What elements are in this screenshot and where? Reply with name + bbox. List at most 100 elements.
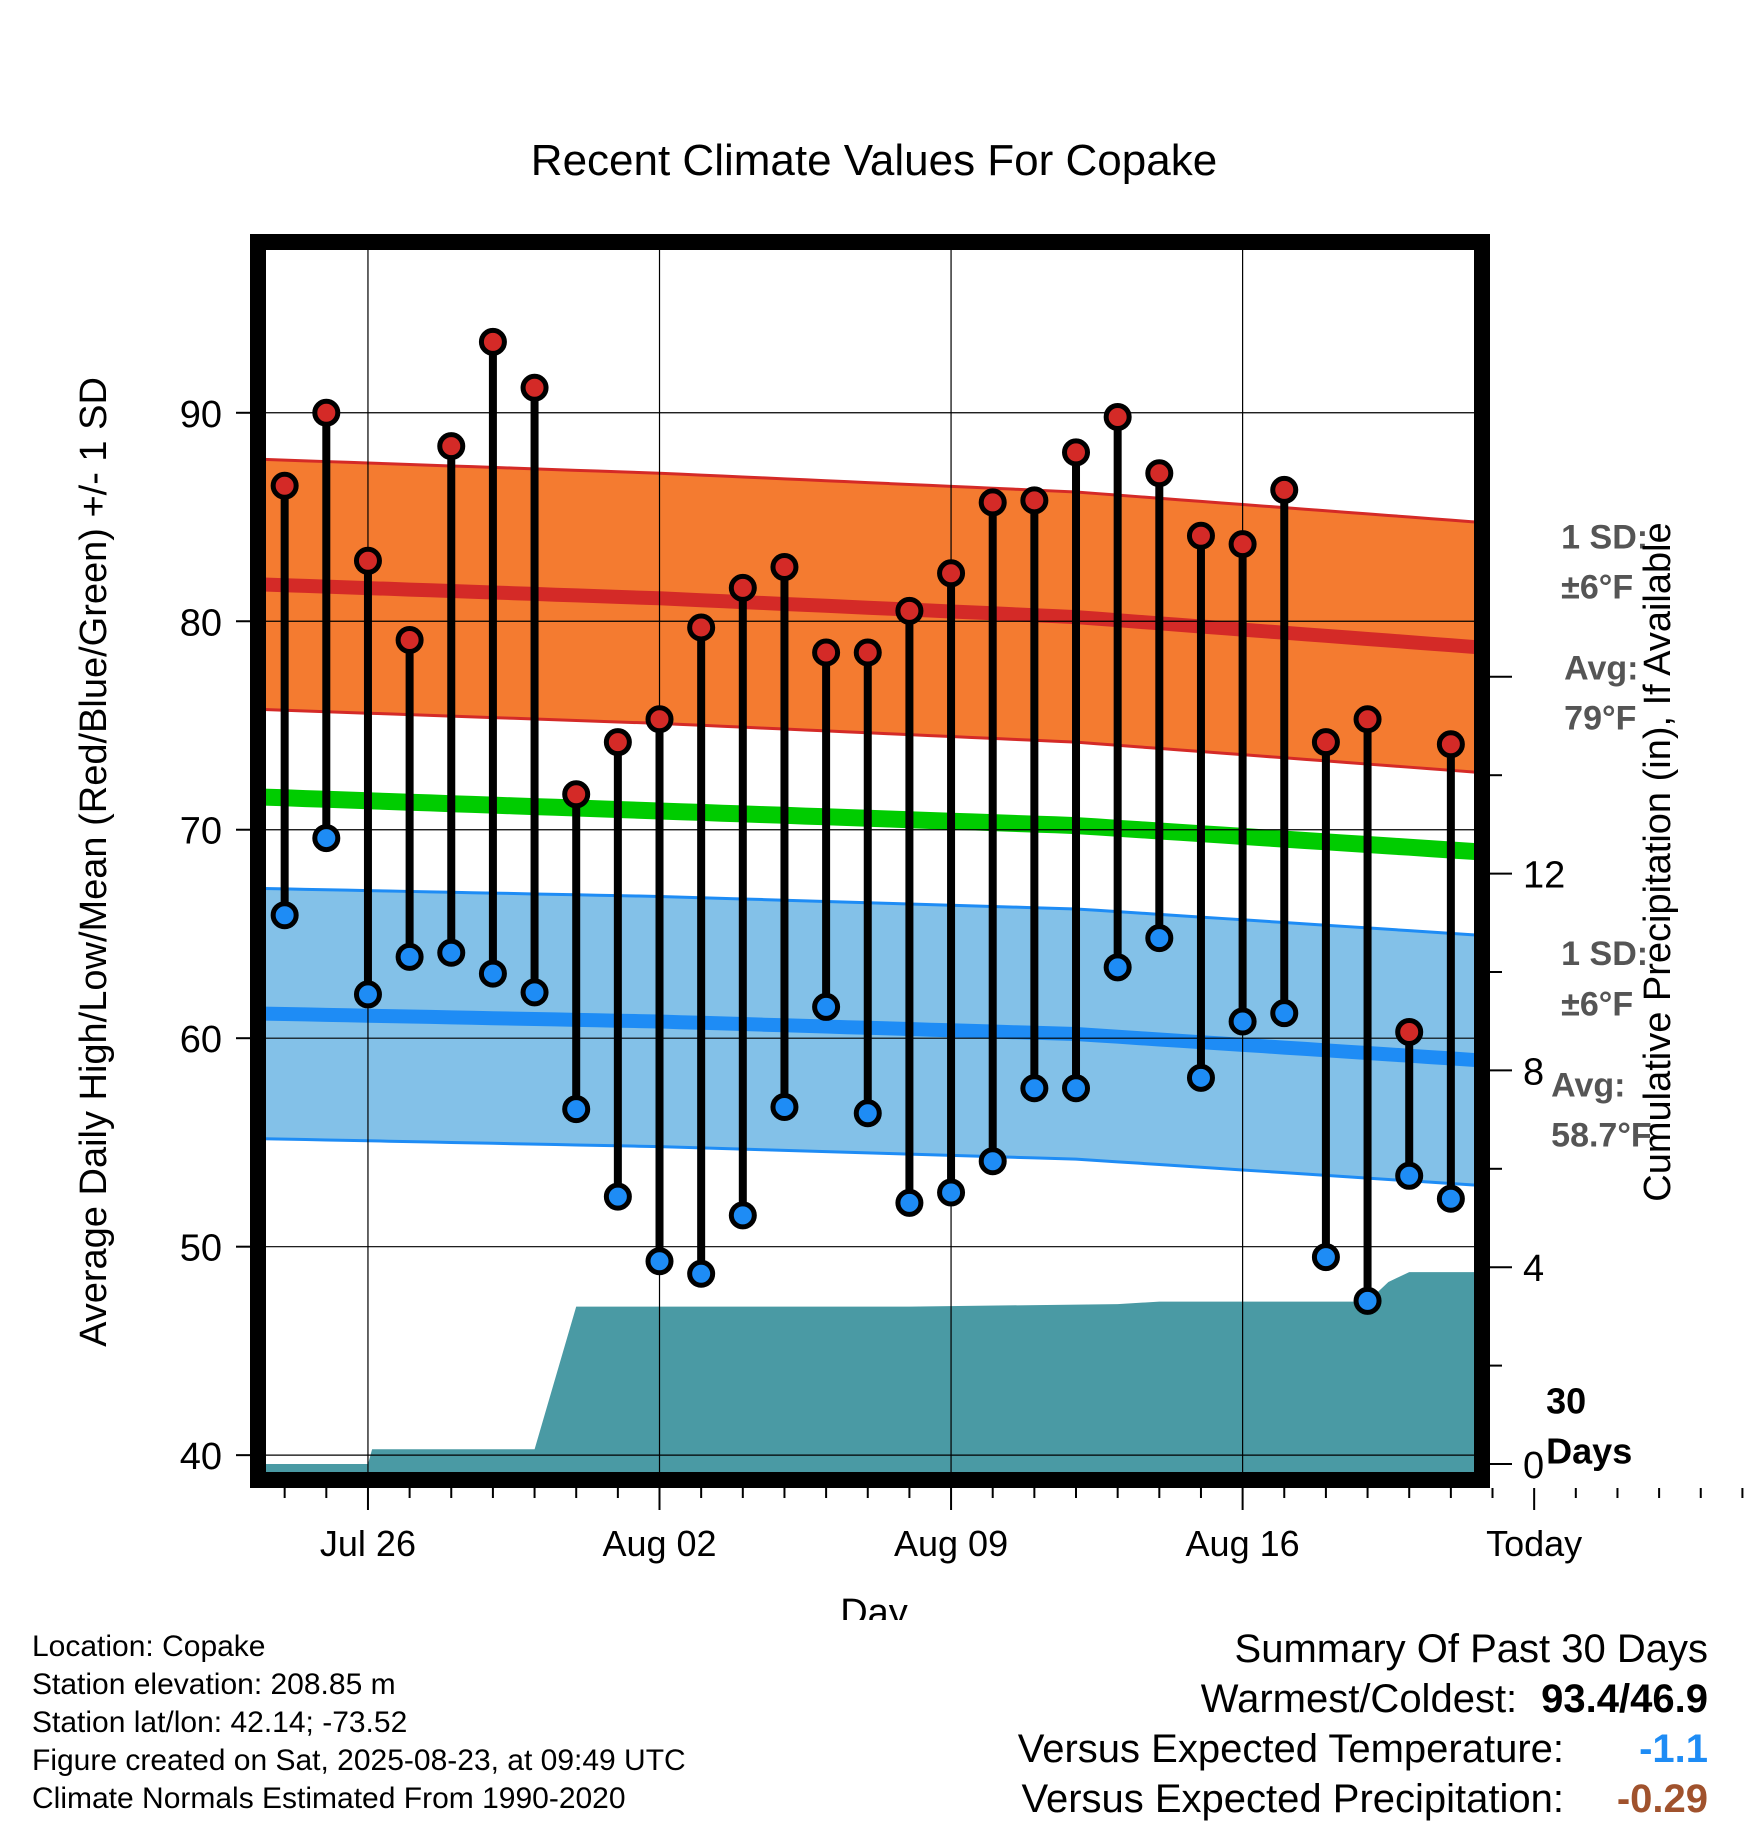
y-axis-label-left: Average Daily High/Low/Mean (Red/Blue/Gr… bbox=[73, 377, 115, 1347]
daily-low-point bbox=[562, 1095, 591, 1124]
elevation-text: Station elevation: 208.85 m bbox=[32, 1668, 396, 1701]
daily-high-point bbox=[1395, 1017, 1424, 1046]
low-avg-value: 58.7°F bbox=[1551, 1117, 1652, 1155]
y-tick-label-right: 4 bbox=[1523, 1248, 1544, 1290]
climate-chart: Recent Climate Values For Copake 1 SD: ±6… bbox=[73, 136, 1744, 1620]
daily-low-point bbox=[395, 942, 424, 971]
warmest-coldest-label: Warmest/Coldest: bbox=[1200, 1677, 1518, 1721]
daily-low-point bbox=[770, 1093, 799, 1121]
daily-low-point bbox=[603, 1182, 632, 1211]
daily-high-point bbox=[520, 373, 549, 402]
summary-precip-row: Versus Expected Precipitation: -0.29 bbox=[1018, 1774, 1708, 1824]
daily-high-point bbox=[687, 613, 716, 642]
low-avg-label: Avg: bbox=[1551, 1067, 1625, 1105]
daily-high-point bbox=[1103, 402, 1132, 431]
daily-low-point bbox=[1228, 1007, 1257, 1036]
chart-title: Recent Climate Values For Copake bbox=[531, 136, 1217, 185]
daily-low-point bbox=[937, 1178, 966, 1207]
y-tick-label-right: 12 bbox=[1523, 855, 1565, 897]
daily-high-point bbox=[812, 638, 841, 667]
daily-high-point bbox=[895, 596, 924, 625]
daily-high-point bbox=[395, 626, 424, 655]
high-avg-label: Avg: bbox=[1564, 650, 1638, 688]
summary-warmest-coldest-row: Warmest/Coldest: 93.4/46.9 bbox=[1018, 1674, 1708, 1724]
daily-low-point bbox=[1186, 1063, 1215, 1092]
x-tick-label: Today bbox=[1486, 1523, 1582, 1564]
y-tick-label-left: 80 bbox=[180, 602, 222, 644]
today-normal-high-dot bbox=[1520, 641, 1548, 669]
daily-low-point bbox=[312, 824, 341, 853]
temp-anomaly-label: Versus Expected Temperature: bbox=[1017, 1727, 1564, 1771]
high-sd-value: ±6°F bbox=[1561, 568, 1633, 606]
daily-low-point bbox=[353, 980, 382, 1009]
daily-high-point bbox=[312, 398, 341, 427]
daily-high-point bbox=[1228, 530, 1257, 559]
precipitation-area bbox=[262, 1272, 1478, 1476]
daily-low-point bbox=[812, 992, 841, 1021]
daily-high-point bbox=[1311, 728, 1340, 757]
normal-high-band bbox=[262, 459, 1478, 773]
x-tick-label: Aug 16 bbox=[1186, 1523, 1300, 1564]
high-avg-value: 79°F bbox=[1564, 700, 1636, 738]
daily-high-point bbox=[353, 546, 382, 575]
daily-high-point bbox=[770, 553, 799, 582]
x-axis-label: Day bbox=[840, 1592, 908, 1620]
daily-high-point bbox=[1270, 475, 1299, 504]
precip-anomaly-label: Versus Expected Precipitation: bbox=[1021, 1777, 1564, 1821]
daily-high-point bbox=[1020, 486, 1049, 515]
daily-high-point bbox=[603, 728, 632, 757]
summary-temp-row: Versus Expected Temperature: -1.1 bbox=[1018, 1724, 1708, 1774]
low-sd-label: 1 SD: bbox=[1561, 935, 1648, 973]
daily-low-point bbox=[1103, 953, 1132, 982]
daily-high-point bbox=[645, 705, 674, 734]
daily-low-point bbox=[895, 1188, 924, 1217]
y-axis-label-right: Cumulative Precipitation (in), If Availa… bbox=[1637, 522, 1679, 1201]
daily-low-point bbox=[1436, 1184, 1465, 1213]
daily-low-point bbox=[1353, 1286, 1382, 1315]
daily-high-point bbox=[728, 573, 757, 602]
daily-low-point bbox=[1020, 1074, 1049, 1103]
daily-high-point bbox=[562, 780, 591, 809]
y-tick-label-right: 8 bbox=[1523, 1051, 1544, 1093]
daily-high-point bbox=[478, 327, 507, 356]
x-tick-label: Aug 09 bbox=[894, 1523, 1008, 1564]
daily-high-point bbox=[1145, 459, 1174, 488]
daily-low-point bbox=[645, 1247, 674, 1276]
daily-high-point bbox=[1062, 438, 1091, 467]
daily-low-point bbox=[437, 938, 466, 967]
y-tick-label-left: 40 bbox=[180, 1436, 222, 1478]
high-sd-label: 1 SD: bbox=[1561, 518, 1648, 556]
daily-low-point bbox=[478, 959, 507, 988]
summary-panel: Summary Of Past 30 Days Warmest/Coldest:… bbox=[1018, 1624, 1708, 1824]
today-days-count: 30 bbox=[1546, 1380, 1586, 1421]
y-tick-label-left: 70 bbox=[180, 811, 222, 853]
daily-low-point bbox=[1062, 1074, 1091, 1103]
daily-low-point bbox=[728, 1201, 757, 1230]
daily-low-point bbox=[1270, 999, 1299, 1028]
warmest-coldest-value: 93.4/46.9 bbox=[1541, 1677, 1708, 1721]
daily-high-point bbox=[1436, 730, 1465, 759]
station-info: Location: Copake Station elevation: 208.… bbox=[32, 1628, 686, 1818]
precip-anomaly-value: -0.29 bbox=[1616, 1777, 1708, 1821]
plot-frame bbox=[250, 234, 1490, 1488]
y-tick-label-left: 50 bbox=[180, 1228, 222, 1270]
normal-low-band-lower-edge bbox=[262, 1137, 1478, 1187]
plot-area: 1 SD: ±6°F Avg: 79°F 1 SD: ±6°F Avg: 58.7°F 30 Da… bbox=[180, 234, 1744, 1564]
daily-high-point bbox=[270, 471, 299, 500]
y-tick-label-left: 60 bbox=[180, 1019, 222, 1061]
daily-low-point bbox=[1395, 1161, 1424, 1190]
low-sd-value: ±6°F bbox=[1561, 985, 1633, 1023]
today-days-label: Days bbox=[1546, 1430, 1632, 1471]
daily-low-point bbox=[687, 1259, 716, 1288]
location-text: Location: Copake bbox=[32, 1630, 266, 1663]
daily-high-point bbox=[1353, 705, 1382, 734]
created-text: Figure created on Sat, 2025-08-23, at 09… bbox=[32, 1744, 686, 1777]
daily-high-point bbox=[853, 638, 882, 667]
daily-low-point bbox=[853, 1099, 882, 1128]
temp-anomaly-value: -1.1 bbox=[1639, 1727, 1708, 1771]
x-tick-label: Jul 26 bbox=[320, 1523, 416, 1564]
daily-low-point bbox=[520, 978, 549, 1007]
x-tick-label: Aug 02 bbox=[602, 1523, 716, 1564]
daily-high-point bbox=[978, 488, 1007, 517]
daily-high-point bbox=[937, 559, 966, 588]
